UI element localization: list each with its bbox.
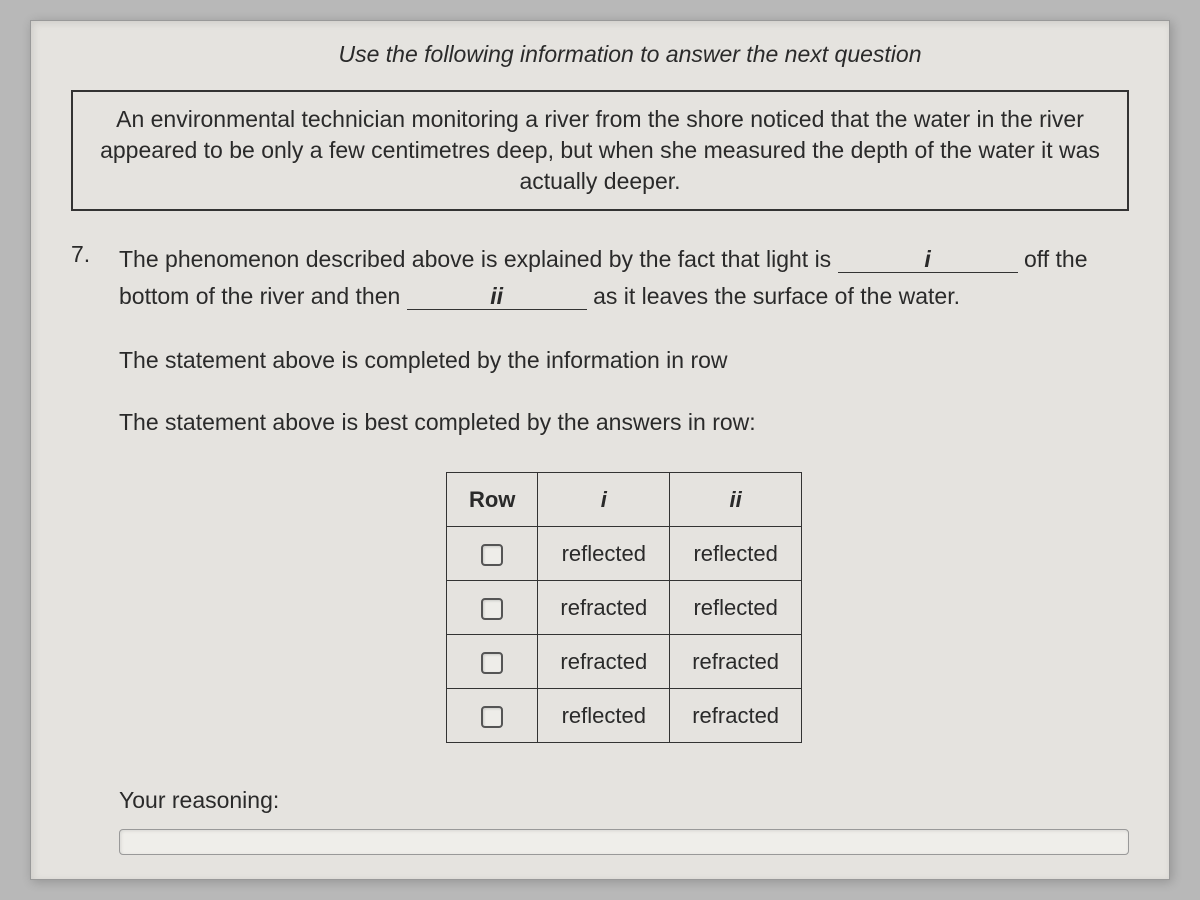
- checkbox-row-1[interactable]: [481, 544, 503, 566]
- row-select-cell: [446, 688, 537, 742]
- question-sentence: The phenomenon described above is explai…: [119, 241, 1129, 315]
- blank-ii: ii: [407, 284, 587, 310]
- question-number: 7.: [71, 241, 101, 268]
- statement-2: The statement above is best completed by…: [119, 405, 1129, 440]
- row-select-cell: [446, 634, 537, 688]
- header-i: i: [538, 472, 670, 526]
- checkbox-row-4[interactable]: [481, 706, 503, 728]
- statement-1: The statement above is completed by the …: [119, 343, 1129, 378]
- question-part-1: The phenomenon described above is explai…: [119, 246, 838, 272]
- answer-table: Row i ii reflected reflected refracted r: [446, 472, 802, 743]
- row-select-cell: [446, 580, 537, 634]
- table-row: reflected refracted: [446, 688, 801, 742]
- table-header-row: Row i ii: [446, 472, 801, 526]
- instruction-text: Use the following information to answer …: [231, 41, 1029, 68]
- question-body: The phenomenon described above is explai…: [119, 241, 1129, 855]
- table-row: refracted refracted: [446, 634, 801, 688]
- cell-ii: reflected: [670, 526, 802, 580]
- cell-i: refracted: [538, 580, 670, 634]
- table-row: reflected reflected: [446, 526, 801, 580]
- information-box: An environmental technician monitoring a…: [71, 90, 1129, 211]
- header-row: Row: [446, 472, 537, 526]
- table-row: refracted reflected: [446, 580, 801, 634]
- question-part-3: as it leaves the surface of the water.: [593, 283, 960, 309]
- worksheet-page: Use the following information to answer …: [30, 20, 1170, 880]
- checkbox-row-2[interactable]: [481, 598, 503, 620]
- header-ii: ii: [670, 472, 802, 526]
- cell-i: reflected: [538, 688, 670, 742]
- cell-ii: refracted: [670, 634, 802, 688]
- row-select-cell: [446, 526, 537, 580]
- reasoning-label: Your reasoning:: [119, 783, 1129, 818]
- question-row: 7. The phenomenon described above is exp…: [71, 241, 1129, 855]
- cell-ii: refracted: [670, 688, 802, 742]
- reasoning-input[interactable]: [119, 829, 1129, 855]
- cell-i: refracted: [538, 634, 670, 688]
- cell-ii: reflected: [670, 580, 802, 634]
- blank-i: i: [838, 247, 1018, 273]
- cell-i: reflected: [538, 526, 670, 580]
- checkbox-row-3[interactable]: [481, 652, 503, 674]
